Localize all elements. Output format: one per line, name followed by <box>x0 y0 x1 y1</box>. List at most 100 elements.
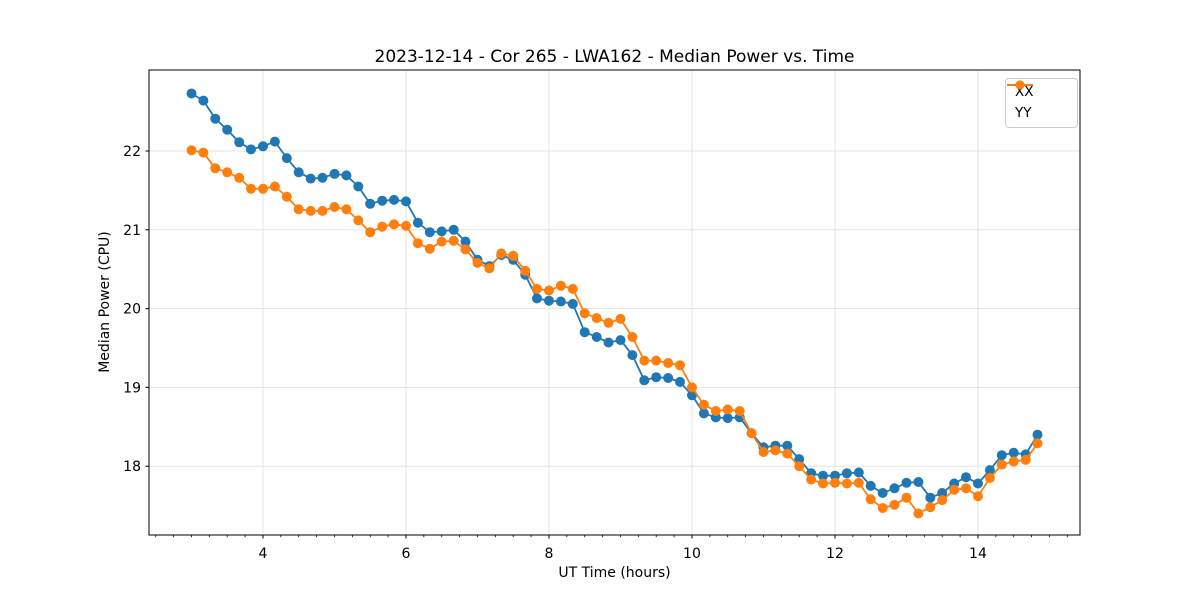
series-XX-marker <box>234 137 245 148</box>
ticks <box>145 150 979 539</box>
series-YY-marker <box>353 215 364 226</box>
series-YY-marker <box>722 404 733 415</box>
series-YY-marker <box>544 285 554 296</box>
x-tick-label: 14 <box>969 546 987 562</box>
series-XX-marker <box>305 173 316 184</box>
series-YY-marker <box>961 483 971 494</box>
series-YY-marker <box>627 332 638 342</box>
series-XX-marker <box>841 468 852 479</box>
series-XX-marker <box>830 470 840 481</box>
series-YY-marker <box>591 313 602 324</box>
y-tick-label: 18 <box>123 459 141 475</box>
series-YY-marker <box>401 220 411 231</box>
series-XX-marker <box>460 236 471 247</box>
series-YY-markers <box>186 145 1043 519</box>
series-YY-marker <box>949 484 960 495</box>
series-YY-marker <box>937 495 948 506</box>
series-XX-marker <box>317 172 328 183</box>
series-YY-marker <box>472 257 483 268</box>
series-XX-marker <box>555 296 566 307</box>
y-tick-label: 21 <box>123 223 141 239</box>
series-YY-marker <box>210 163 221 174</box>
y-tick-label: 20 <box>123 302 141 318</box>
series-XX-marker <box>901 477 912 488</box>
series-XX-marker <box>389 194 399 205</box>
series-YY-marker <box>913 508 924 519</box>
axes-background <box>149 70 1080 535</box>
series-XX-marker <box>603 337 614 348</box>
series-XX-marker <box>329 168 340 179</box>
series-YY-marker <box>532 283 542 294</box>
series-XX-marker <box>615 335 626 346</box>
series-YY-marker <box>758 447 769 457</box>
series-XX-marker <box>293 167 304 178</box>
y-axis-label: Median Power (CPU) <box>97 231 113 373</box>
series-YY-marker <box>603 317 614 328</box>
series-XX-marker <box>198 95 209 106</box>
series-XX-marker <box>412 217 423 228</box>
series-YY-marker <box>841 478 852 489</box>
y-tick-label: 19 <box>123 380 141 396</box>
series-YY-marker <box>186 145 197 156</box>
series-XX-marker <box>365 198 376 209</box>
series-XX-marker <box>698 408 709 419</box>
series-YY-marker <box>424 243 435 254</box>
series-YY-marker <box>555 280 566 291</box>
y-tick-label: 22 <box>123 144 141 160</box>
series-YY-marker <box>436 236 447 247</box>
series-YY-marker <box>746 428 757 439</box>
x-tick-label: 4 <box>259 546 268 562</box>
series-XX-marker <box>794 454 805 465</box>
series-YY-marker <box>269 181 280 192</box>
series-YY-marker <box>865 494 876 505</box>
series-YY-marker <box>412 238 423 249</box>
series-YY-marker <box>389 219 399 230</box>
series-YY-marker <box>889 499 900 510</box>
series-XX-marker <box>258 141 268 152</box>
x-tick-label: 6 <box>402 546 411 562</box>
series-XX-marker <box>1008 447 1019 458</box>
series-XX-marker <box>186 88 197 99</box>
series-XX-marker <box>353 181 364 192</box>
series-XX-marker <box>925 492 936 503</box>
series-YY-marker <box>520 265 531 276</box>
gridlines <box>149 70 1080 535</box>
series-YY-marker <box>734 406 745 416</box>
series-XX-marker <box>973 478 983 489</box>
x-tick-label: 12 <box>826 546 844 562</box>
series-XX-marker <box>889 483 900 494</box>
series-YY-marker <box>806 474 817 485</box>
series-YY-marker <box>925 502 936 513</box>
series-YY-marker <box>567 283 578 294</box>
series-YY-marker <box>258 183 268 194</box>
series-YY-marker <box>794 461 805 472</box>
series-YY-marker <box>770 445 781 456</box>
series-YY-marker <box>973 491 983 502</box>
series-YY-marker <box>496 248 507 259</box>
legend-sample-YY <box>1007 80 1033 90</box>
series-XX-marker <box>651 372 662 383</box>
series-XX-marker <box>996 450 1007 461</box>
series-YY-marker <box>508 250 519 261</box>
series-XX-marker <box>210 113 221 124</box>
series-YY-marker <box>484 263 495 274</box>
series-XX-marker <box>436 226 447 237</box>
series-XX-marker <box>937 488 948 498</box>
series-YY-marker <box>222 167 233 178</box>
series-YY-marker <box>782 448 793 459</box>
series-YY-marker <box>1032 438 1043 449</box>
series-YY-marker <box>281 191 292 202</box>
series-XX-marker <box>424 227 435 238</box>
series-XX-marker <box>853 467 864 478</box>
series-YY-marker <box>996 459 1007 470</box>
chart-title: 2023-12-14 - Cor 265 - LWA162 - Median P… <box>374 47 855 67</box>
series-YY-marker <box>984 473 995 483</box>
series-XX-marker <box>961 472 971 483</box>
series-YY-marker <box>234 172 245 183</box>
series-XX-marker <box>913 477 924 487</box>
series-YY-marker <box>818 478 828 489</box>
series-YY-marker <box>198 147 209 158</box>
series-XX-marker <box>877 488 888 498</box>
